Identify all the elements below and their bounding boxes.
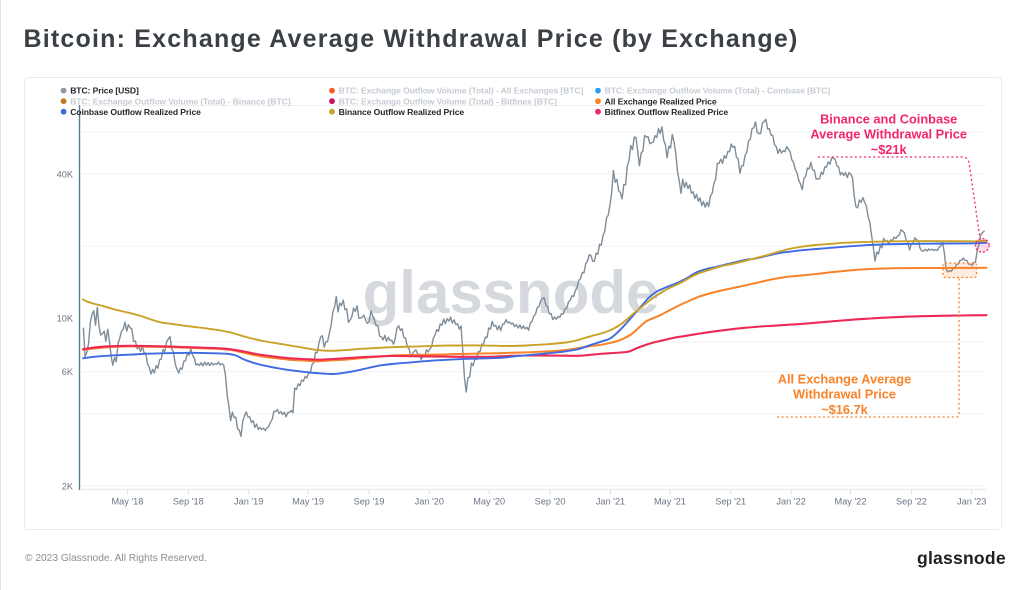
svg-text:2K: 2K (62, 481, 74, 491)
svg-text:Binance Outflow Realized Price: Binance Outflow Realized Price (339, 107, 465, 117)
svg-text:Jan '19: Jan '19 (234, 497, 263, 507)
svg-text:Coinbase Outflow Realized Pric: Coinbase Outflow Realized Price (70, 107, 201, 117)
svg-text:Jan '22: Jan '22 (776, 497, 805, 507)
svg-text:Sep '20: Sep '20 (535, 497, 566, 507)
svg-text:Withdrawal Price: Withdrawal Price (793, 387, 896, 402)
svg-text:Binance and Coinbase: Binance and Coinbase (820, 111, 957, 126)
svg-text:40K: 40K (57, 169, 74, 179)
svg-text:Jan '21: Jan '21 (596, 497, 625, 507)
svg-text:~$21k: ~$21k (871, 142, 908, 157)
svg-text:Jan '20: Jan '20 (415, 497, 444, 507)
svg-text:BTC: Exchange Outflow Volume (: BTC: Exchange Outflow Volume (Total) - A… (339, 86, 584, 96)
svg-text:BTC: Exchange Outflow Volume (: BTC: Exchange Outflow Volume (Total) - C… (605, 86, 831, 96)
svg-text:Sep '18: Sep '18 (173, 497, 204, 507)
svg-text:Jan '23: Jan '23 (957, 497, 986, 507)
svg-text:Sep '22: Sep '22 (896, 497, 927, 507)
svg-text:Bitfinex Outflow Realized Pric: Bitfinex Outflow Realized Price (605, 107, 729, 117)
svg-text:May '19: May '19 (292, 497, 324, 507)
svg-text:Sep '21: Sep '21 (715, 497, 746, 507)
svg-text:glassnode: glassnode (363, 259, 660, 326)
svg-text:May '21: May '21 (654, 497, 686, 507)
svg-text:All Exchange Realized Price: All Exchange Realized Price (605, 96, 717, 106)
svg-text:BTC: Price [USD]: BTC: Price [USD] (70, 86, 139, 96)
svg-text:6K: 6K (62, 367, 74, 377)
svg-text:May '22: May '22 (835, 497, 867, 507)
svg-text:All Exchange Average: All Exchange Average (778, 371, 911, 386)
svg-text:BTC: Exchange Outflow Volume (: BTC: Exchange Outflow Volume (Total) - B… (339, 96, 558, 106)
svg-text:Average Withdrawal Price: Average Withdrawal Price (810, 127, 967, 142)
svg-text:10K: 10K (57, 314, 74, 324)
svg-text:May '18: May '18 (111, 497, 143, 507)
svg-text:BTC: Exchange Outflow Volume (: BTC: Exchange Outflow Volume (Total) - B… (70, 96, 291, 106)
svg-text:~$16.7k: ~$16.7k (821, 402, 868, 417)
svg-text:May '20: May '20 (473, 497, 505, 507)
svg-text:Sep '19: Sep '19 (354, 497, 385, 507)
